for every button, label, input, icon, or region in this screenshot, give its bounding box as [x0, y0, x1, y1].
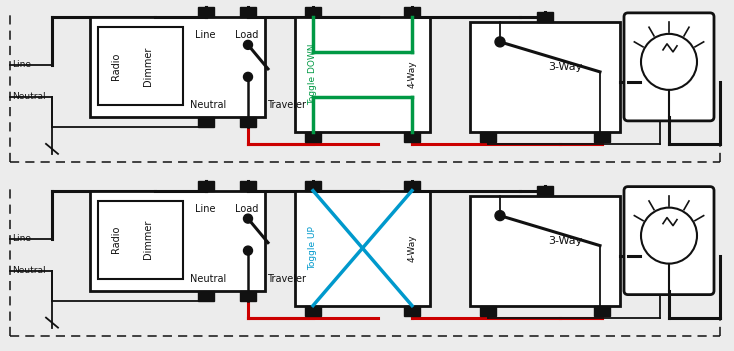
Circle shape	[244, 246, 252, 255]
FancyBboxPatch shape	[624, 13, 714, 121]
Text: Dimmer: Dimmer	[143, 46, 153, 86]
Circle shape	[244, 40, 252, 49]
Text: Neutral: Neutral	[12, 266, 46, 275]
Text: Line: Line	[195, 204, 216, 214]
Bar	[90, 191, 265, 291]
Bar	[404, 132, 420, 142]
Text: Traveler: Traveler	[267, 274, 306, 284]
Text: Neutral: Neutral	[190, 274, 226, 284]
Bar	[198, 181, 214, 191]
Text: Neutral: Neutral	[190, 100, 226, 110]
Bar	[98, 201, 183, 279]
Bar	[90, 17, 265, 117]
Text: 4-Way: 4-Way	[407, 61, 416, 88]
Text: 3-Way: 3-Way	[548, 62, 582, 72]
Text: Neutral: Neutral	[12, 92, 46, 101]
Bar	[198, 291, 214, 300]
Bar	[240, 181, 256, 191]
Text: Toggle DOWN: Toggle DOWN	[308, 44, 318, 105]
Bar	[305, 306, 321, 316]
Text: Load: Load	[235, 204, 258, 214]
Text: Traveler: Traveler	[267, 100, 306, 110]
Bar	[98, 27, 183, 105]
Bar	[404, 306, 420, 316]
Bar	[480, 132, 496, 142]
Circle shape	[244, 72, 252, 81]
Bar	[594, 306, 610, 316]
Text: Radio: Radio	[111, 52, 121, 80]
Text: Toggle UP: Toggle UP	[308, 226, 318, 270]
Bar	[240, 117, 256, 127]
Bar	[305, 181, 321, 191]
Text: Line: Line	[195, 30, 216, 40]
Bar	[295, 17, 430, 132]
Bar	[305, 132, 321, 142]
Bar	[594, 132, 610, 142]
Bar	[537, 12, 553, 22]
Text: 4-Way: 4-Way	[407, 234, 416, 262]
Bar	[404, 7, 420, 17]
Bar	[537, 186, 553, 196]
Circle shape	[641, 208, 697, 264]
Circle shape	[495, 211, 505, 221]
Bar	[295, 191, 430, 306]
Text: Line: Line	[12, 234, 31, 243]
Bar	[480, 306, 496, 316]
Text: Radio: Radio	[111, 226, 121, 253]
Bar	[198, 7, 214, 17]
Bar	[240, 291, 256, 300]
Bar	[240, 7, 256, 17]
Bar	[470, 196, 620, 306]
Text: Line: Line	[12, 60, 31, 69]
Bar	[404, 181, 420, 191]
FancyBboxPatch shape	[624, 187, 714, 294]
Circle shape	[495, 37, 505, 47]
Text: Dimmer: Dimmer	[143, 220, 153, 259]
Circle shape	[641, 34, 697, 90]
Bar	[470, 22, 620, 132]
Text: 3-Way: 3-Way	[548, 236, 582, 246]
Text: Load: Load	[235, 30, 258, 40]
Circle shape	[244, 214, 252, 223]
Bar	[198, 117, 214, 127]
Bar	[305, 7, 321, 17]
